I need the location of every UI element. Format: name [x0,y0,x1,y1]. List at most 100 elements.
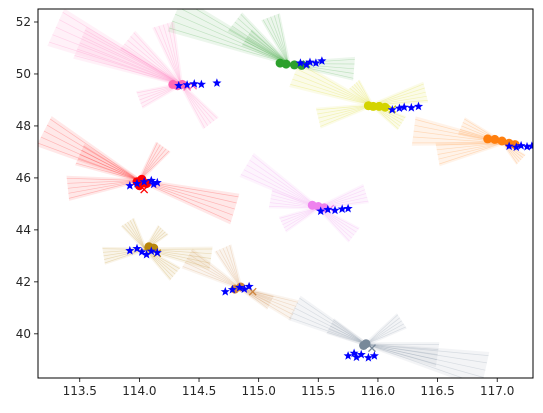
trail-line [317,104,373,115]
trail-line [330,325,367,345]
trail-line [246,164,319,209]
star-marker [337,204,347,213]
trail-line [162,24,182,85]
trail-line [294,73,373,106]
cluster-dot [289,60,299,70]
cluster-dot [497,136,507,146]
trail-line [67,180,140,189]
trail-line [266,18,289,64]
star-marker [511,142,521,152]
cluster-dot [380,102,390,112]
x-stroke [368,344,376,353]
star-marker [146,175,156,185]
trail-line [318,104,373,119]
trail-line [240,14,289,64]
cluster-dot [490,134,500,144]
star-marker [235,282,245,292]
trail-line [171,21,182,85]
trail-line [365,343,484,378]
trail-line [130,36,182,85]
trail-line [139,146,164,181]
trail-band [214,244,243,290]
trail-line [225,246,242,289]
trail-line [75,162,140,181]
trail-band [348,79,374,107]
trail-band [66,175,140,201]
trail-line [229,245,242,289]
star-marker [343,203,353,213]
trail-line [127,221,146,250]
x-tick-label: 115.5 [301,384,335,398]
trail-band [317,183,369,210]
trail-line [240,288,292,319]
trail-line [365,314,399,345]
trail-band [119,30,183,86]
trail-band [167,9,290,66]
trail-line [365,323,404,345]
trail-line [248,33,289,64]
trail-band [144,247,181,281]
trail-line [133,32,182,85]
trail-line [289,317,367,345]
trail-line [502,142,518,164]
trail-line [291,312,367,345]
y-tick-label: 44 [16,223,31,237]
trail-line [240,288,293,315]
trail-line [50,118,140,181]
trail-line [121,47,182,85]
star-marker [301,60,311,69]
trail-line [180,84,206,129]
trail-line [320,104,373,127]
trail-band [288,295,367,346]
star-marker [196,79,206,89]
star-marker [189,79,199,88]
trail-line [158,25,182,85]
trail-line [285,207,319,232]
cluster-dot [281,59,291,69]
trail-line [172,20,289,64]
trail-line [180,84,209,126]
star-marker [323,204,333,214]
star-marker [132,178,142,188]
trail-line [169,27,289,64]
trail-line [435,142,504,146]
trail-band [364,313,407,346]
trail-band [326,318,367,346]
trail-line [81,149,140,181]
trail-line [237,17,289,64]
trail-band [75,143,141,183]
trail-line [83,145,140,181]
star-marker [146,246,156,256]
trail-line [180,84,212,124]
trail-line [74,55,182,85]
trail-line [371,83,424,106]
x-tick-label: 114.5 [182,384,216,398]
trail-line [189,254,241,289]
trail-band [261,13,291,65]
trail-line [318,207,353,239]
star-marker [227,284,237,294]
trail-line [438,142,504,160]
trail-line [316,104,373,111]
trail-line [240,288,297,307]
trail-line [180,9,289,64]
cluster-dot [359,341,369,350]
trail-line [298,63,373,106]
trail-line [365,343,487,364]
trail-line [66,177,140,181]
trail-line [277,13,289,64]
trail-line [167,23,182,85]
trail-line [262,19,289,64]
trail-line [326,331,367,345]
trail-line [231,25,289,64]
star-marker [394,103,404,113]
star-marker [305,57,315,67]
star-marker [387,105,397,114]
trail-band [239,286,274,310]
cluster-dot [483,134,493,144]
trail-line [121,225,146,250]
star-marker [527,141,533,151]
trail-line [228,29,289,64]
trail-line [319,104,373,123]
y-axis: 40 42 44 46 48 50 52 [16,15,38,341]
